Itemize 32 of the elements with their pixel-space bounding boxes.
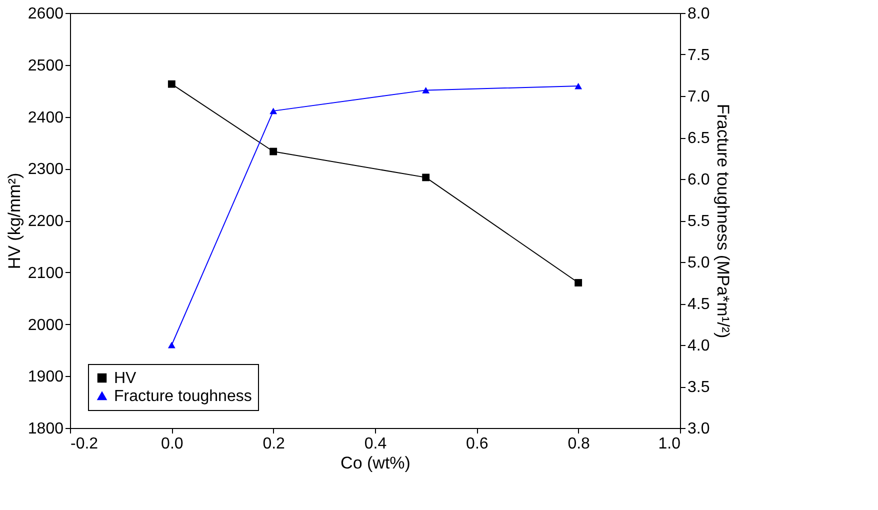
x-tick-label: 0.8 bbox=[568, 436, 590, 452]
x-tick-label: 1.0 bbox=[658, 436, 681, 452]
y-tick-label: 2200 bbox=[28, 213, 64, 230]
y-tick-label: 2000 bbox=[28, 316, 64, 334]
y2-axis-title: Fracture toughness (MPa*m¹/²) bbox=[714, 104, 733, 338]
y-tick-label: 2100 bbox=[28, 264, 64, 282]
x-tick-label: -0.2 bbox=[70, 436, 98, 452]
x-axis-title: Co (wt%) bbox=[340, 454, 410, 472]
y-tick-label: 2300 bbox=[28, 161, 64, 178]
y2-tick-label: 7.5 bbox=[688, 47, 710, 64]
x-tick-label: 0.2 bbox=[262, 436, 286, 452]
y-tick-label: 2500 bbox=[28, 57, 64, 74]
y2-tick-label: 8.0 bbox=[688, 6, 710, 22]
y2-tick-label: 7.0 bbox=[688, 88, 710, 106]
x-tick-label: 0.0 bbox=[161, 436, 184, 452]
y2-tick-label: 3.5 bbox=[688, 379, 710, 396]
y2-tick-label: 3.0 bbox=[688, 420, 710, 438]
y2-tick-label: 5.0 bbox=[688, 254, 710, 272]
y2-tick-label: 5.5 bbox=[688, 213, 710, 230]
y2-tick-label: 4.5 bbox=[688, 296, 710, 313]
y-axis-title: HV (kg/mm²) bbox=[4, 172, 24, 270]
y-tick-label: 1800 bbox=[28, 420, 64, 438]
y-tick-label: 2400 bbox=[28, 109, 64, 126]
legend-label: Fracture toughness bbox=[114, 388, 252, 405]
y2-tick-label: 4.0 bbox=[688, 338, 710, 354]
y-tick-label: 2600 bbox=[28, 6, 64, 22]
y2-tick-label: 6.0 bbox=[688, 172, 710, 188]
legend-label: HV bbox=[114, 370, 137, 387]
y2-tick-label: 6.5 bbox=[688, 130, 710, 147]
x-tick-label: 0.4 bbox=[364, 436, 387, 452]
x-tick-label: 0.6 bbox=[466, 436, 488, 452]
y-tick-label: 1900 bbox=[28, 368, 64, 386]
